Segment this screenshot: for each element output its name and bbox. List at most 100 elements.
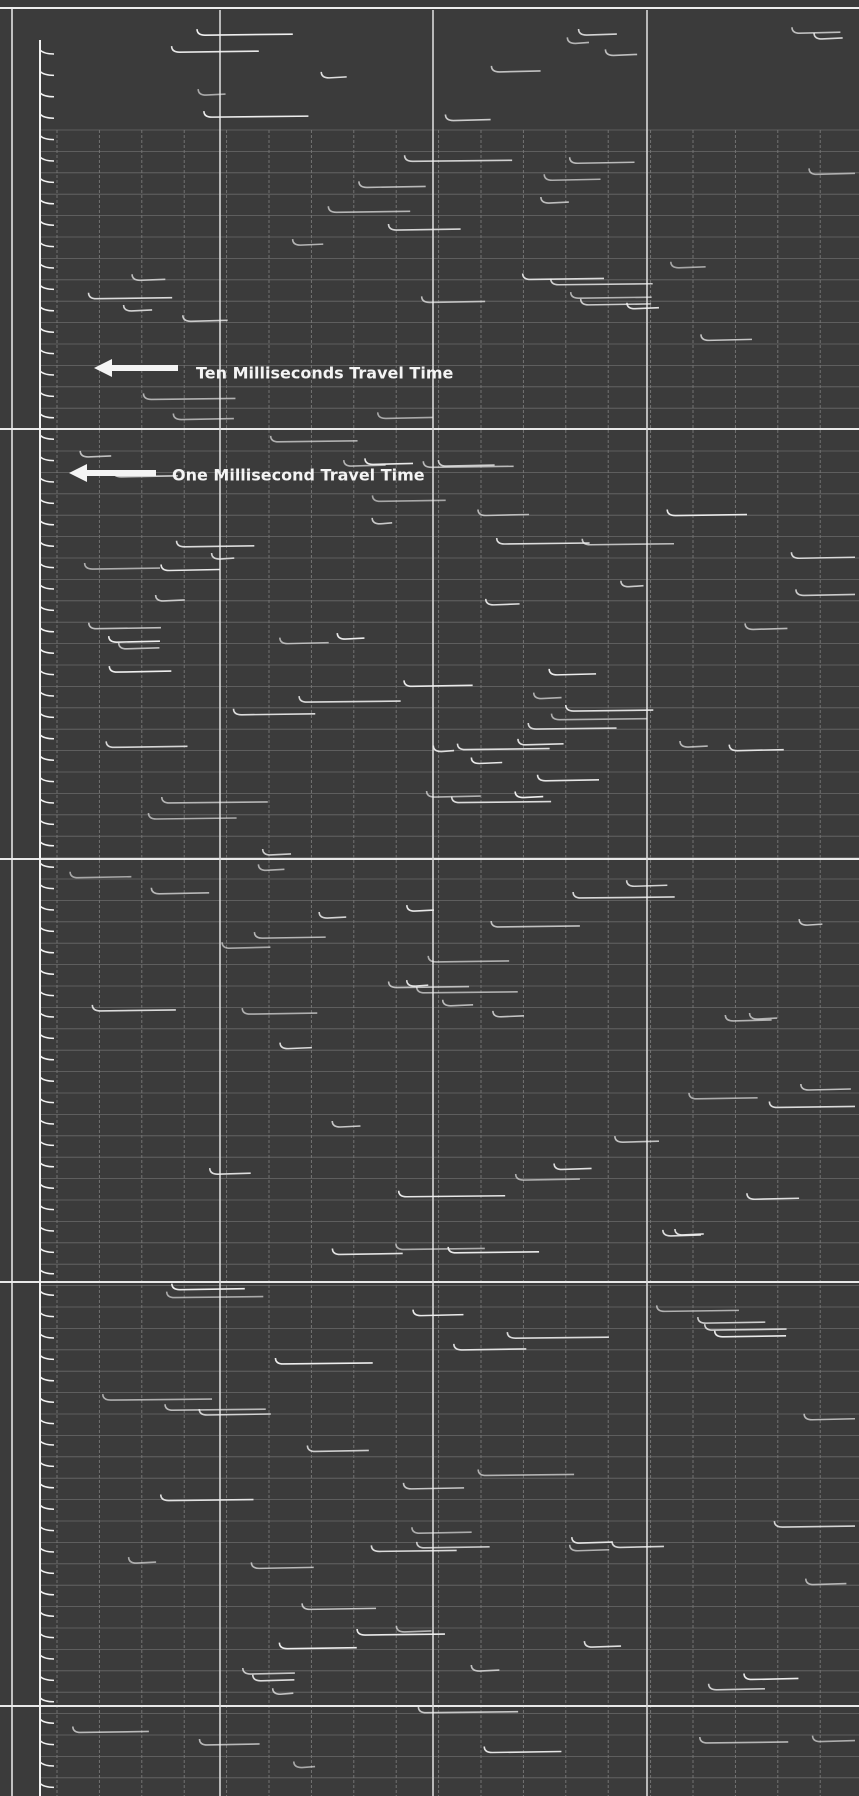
streak <box>470 1664 500 1672</box>
streak <box>278 1642 357 1650</box>
streak <box>713 1330 787 1338</box>
tick <box>39 648 55 654</box>
streak <box>79 450 112 458</box>
streak <box>241 1668 295 1675</box>
tick <box>39 1205 55 1211</box>
streak <box>87 292 173 300</box>
tick <box>39 1504 55 1510</box>
tick <box>39 1461 55 1468</box>
streak <box>241 1008 318 1015</box>
streak <box>370 1545 457 1553</box>
streak <box>456 743 550 751</box>
streak <box>492 1010 525 1018</box>
streak <box>568 157 635 165</box>
streak <box>427 955 510 963</box>
streak <box>257 864 285 872</box>
streak <box>536 774 600 782</box>
tick <box>39 1376 55 1382</box>
streak <box>203 111 309 118</box>
tick <box>39 1076 55 1082</box>
streak <box>813 32 843 40</box>
tick <box>39 605 55 612</box>
streak <box>415 1541 490 1549</box>
tick <box>39 1098 55 1104</box>
streak <box>798 919 823 926</box>
tick <box>39 1119 55 1125</box>
streak <box>331 1248 403 1256</box>
streak <box>306 1445 369 1453</box>
streak <box>506 1332 609 1339</box>
streak <box>147 812 237 820</box>
streak <box>376 412 433 420</box>
streak <box>484 598 520 606</box>
streak <box>171 1283 245 1291</box>
streak <box>495 537 590 545</box>
streak <box>395 1625 432 1633</box>
streak <box>397 1190 506 1198</box>
streak <box>477 509 530 517</box>
streak <box>182 315 228 323</box>
streak <box>102 1394 213 1401</box>
streak <box>72 1726 149 1734</box>
tick <box>39 948 55 954</box>
streak <box>795 589 856 597</box>
tick <box>39 1782 55 1789</box>
streak <box>748 1012 778 1020</box>
streak <box>150 887 210 895</box>
streak <box>790 552 856 560</box>
streak <box>261 848 292 856</box>
streak <box>517 738 564 746</box>
tick <box>39 477 55 483</box>
streak <box>549 278 653 286</box>
streak <box>412 1309 464 1317</box>
streak <box>441 999 474 1007</box>
streak <box>279 1042 312 1050</box>
streak <box>371 517 393 525</box>
streak <box>251 1674 295 1682</box>
streak <box>198 1738 260 1746</box>
streak <box>172 413 234 421</box>
streak <box>437 460 495 467</box>
tick <box>39 135 55 141</box>
streak <box>444 114 491 122</box>
streak <box>688 1092 758 1100</box>
streak <box>662 1229 702 1237</box>
tick <box>39 413 55 419</box>
tick <box>39 991 55 997</box>
streak <box>447 1246 540 1254</box>
timing-trace <box>39 40 55 1796</box>
streak <box>450 796 552 804</box>
streak <box>160 796 268 804</box>
tick <box>39 49 55 55</box>
tick <box>39 905 55 911</box>
streak <box>154 594 185 602</box>
streak <box>127 1557 157 1564</box>
streak <box>611 1541 664 1549</box>
tick <box>39 798 55 804</box>
tick <box>39 1290 55 1296</box>
streak <box>175 540 255 548</box>
streak <box>540 196 569 204</box>
streak <box>620 580 644 588</box>
tick <box>39 156 55 162</box>
streak <box>142 393 236 401</box>
streak <box>320 71 347 79</box>
tick <box>39 1333 55 1339</box>
streak <box>425 790 481 798</box>
streak <box>470 757 503 765</box>
streak <box>670 261 706 269</box>
streak <box>371 495 446 503</box>
streak <box>417 1706 519 1714</box>
streak <box>274 1357 373 1365</box>
streak <box>165 1291 264 1299</box>
streak <box>773 1521 856 1528</box>
tick <box>39 841 55 847</box>
tick <box>39 734 55 740</box>
streak <box>703 1324 787 1331</box>
streak <box>483 1746 562 1754</box>
tick <box>39 70 55 77</box>
streak <box>453 1343 527 1351</box>
streak <box>415 986 518 994</box>
tick <box>39 1718 55 1724</box>
